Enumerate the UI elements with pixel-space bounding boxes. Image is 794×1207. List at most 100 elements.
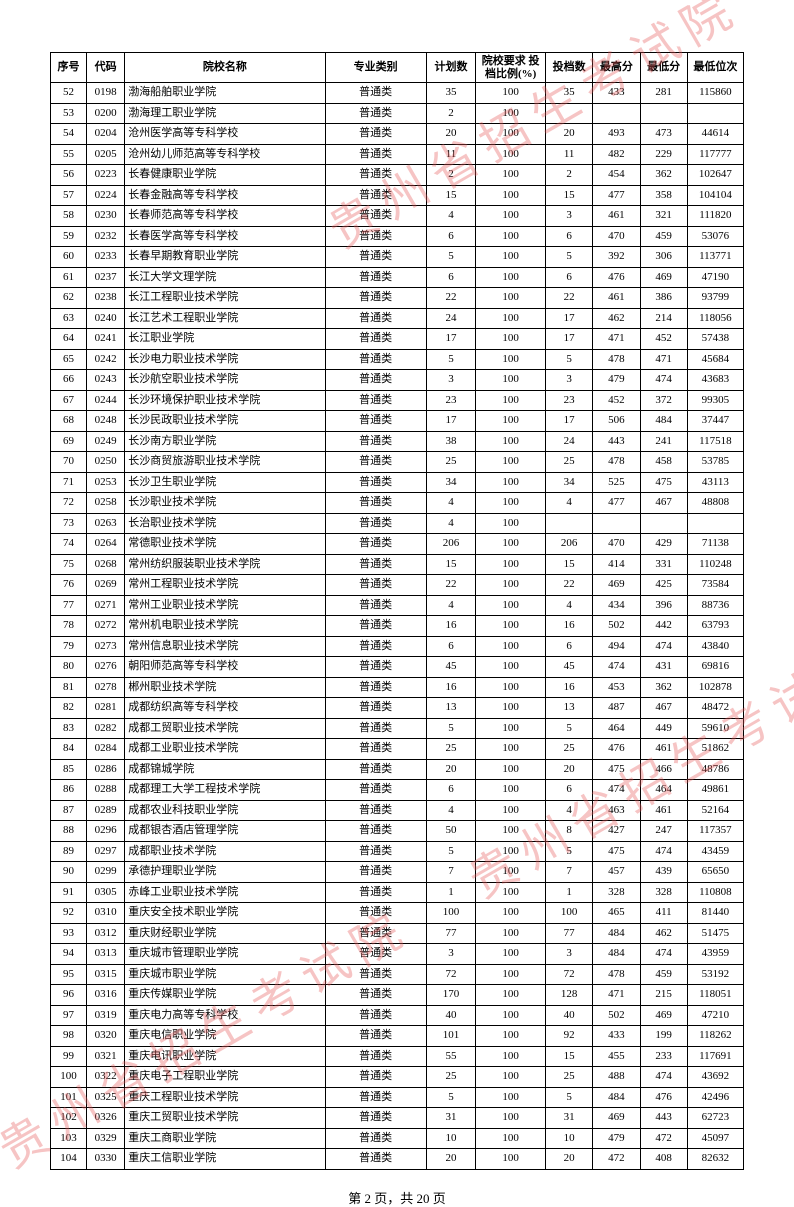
cell: 100 [426,903,476,924]
cell: 5 [546,1087,593,1108]
cell: 成都职业技术学院 [125,841,325,862]
cell: 396 [640,595,687,616]
cell: 452 [593,390,640,411]
cell: 0240 [87,308,125,329]
cell: 100 [476,411,546,432]
cell: 117777 [687,144,743,165]
cell: 461 [640,739,687,760]
cell: 普通类 [325,267,426,288]
cell: 83 [51,718,87,739]
cell: 重庆工贸职业技术学院 [125,1108,325,1129]
table-row: 530200渤海理工职业学院普通类2100 [51,103,744,124]
cell: 66 [51,370,87,391]
cell: 103 [51,1128,87,1149]
cell: 466 [640,759,687,780]
cell: 69816 [687,657,743,678]
cell: 449 [640,718,687,739]
cell: 72 [426,964,476,985]
cell: 469 [640,1005,687,1026]
cell: 7 [426,862,476,883]
cell: 478 [593,349,640,370]
cell: 82632 [687,1149,743,1170]
cell: 65 [51,349,87,370]
cell: 461 [593,206,640,227]
table-row: 790273常州信息职业技术学院普通类6100649447443840 [51,636,744,657]
cell: 重庆工商职业学院 [125,1128,325,1149]
cell: 50 [426,821,476,842]
cell: 79 [51,636,87,657]
cell: 31 [426,1108,476,1129]
cell: 463 [593,800,640,821]
cell: 25 [546,452,593,473]
cell: 100 [476,144,546,165]
col-high: 最高分 [593,53,640,83]
cell: 47210 [687,1005,743,1026]
cell: 74 [51,534,87,555]
cell: 普通类 [325,144,426,165]
cell: 24 [426,308,476,329]
cell: 92 [546,1026,593,1047]
cell: 488 [593,1067,640,1088]
cell: 6 [546,267,593,288]
cell [593,513,640,534]
cell: 170 [426,985,476,1006]
cell: 100 [476,431,546,452]
cell: 100 [476,185,546,206]
cell: 100 [476,698,546,719]
cell: 7 [546,862,593,883]
cell [546,103,593,124]
cell: 15 [546,554,593,575]
cell: 渤海船舶职业学院 [125,83,325,104]
cell: 100 [476,513,546,534]
cell: 0297 [87,841,125,862]
cell: 51475 [687,923,743,944]
cell: 474 [640,370,687,391]
cell: 3 [546,944,593,965]
cell: 101 [51,1087,87,1108]
cell: 102647 [687,165,743,186]
cell: 471 [593,329,640,350]
cell: 100 [476,1108,546,1129]
cell: 43840 [687,636,743,657]
cell: 502 [593,1005,640,1026]
cell: 0315 [87,964,125,985]
cell: 16 [426,616,476,637]
cell: 454 [593,165,640,186]
cell: 长沙商贸旅游职业技术学院 [125,452,325,473]
cell: 474 [593,780,640,801]
cell: 0232 [87,226,125,247]
cell: 长江大学文理学院 [125,267,325,288]
table-row: 610237长江大学文理学院普通类6100647646947190 [51,267,744,288]
cell: 成都银杏酒店管理学院 [125,821,325,842]
cell: 457 [593,862,640,883]
col-rank: 最低位次 [687,53,743,83]
cell: 普通类 [325,1108,426,1129]
cell: 199 [640,1026,687,1047]
col-type: 专业类别 [325,53,426,83]
table-row: 1010325重庆工程职业技术学院普通类5100548447642496 [51,1087,744,1108]
cell: 长沙民政职业技术学院 [125,411,325,432]
cell: 重庆电子工程职业学院 [125,1067,325,1088]
table-row: 690249长沙南方职业学院普通类3810024443241117518 [51,431,744,452]
col-sent: 投档数 [546,53,593,83]
cell: 15 [546,1046,593,1067]
cell: 52164 [687,800,743,821]
cell: 常德职业技术学院 [125,534,325,555]
cell: 59 [51,226,87,247]
cell: 414 [593,554,640,575]
cell: 44614 [687,124,743,145]
cell: 17 [546,329,593,350]
cell: 71 [51,472,87,493]
cell: 重庆电信职业学院 [125,1026,325,1047]
cell: 110248 [687,554,743,575]
cell: 0204 [87,124,125,145]
cell: 93799 [687,288,743,309]
cell: 沧州幼儿师范高等专科学校 [125,144,325,165]
cell: 362 [640,677,687,698]
cell: 23 [426,390,476,411]
cell: 321 [640,206,687,227]
cell: 100 [476,841,546,862]
cell: 15 [426,185,476,206]
cell: 100 [476,903,546,924]
cell: 57 [51,185,87,206]
